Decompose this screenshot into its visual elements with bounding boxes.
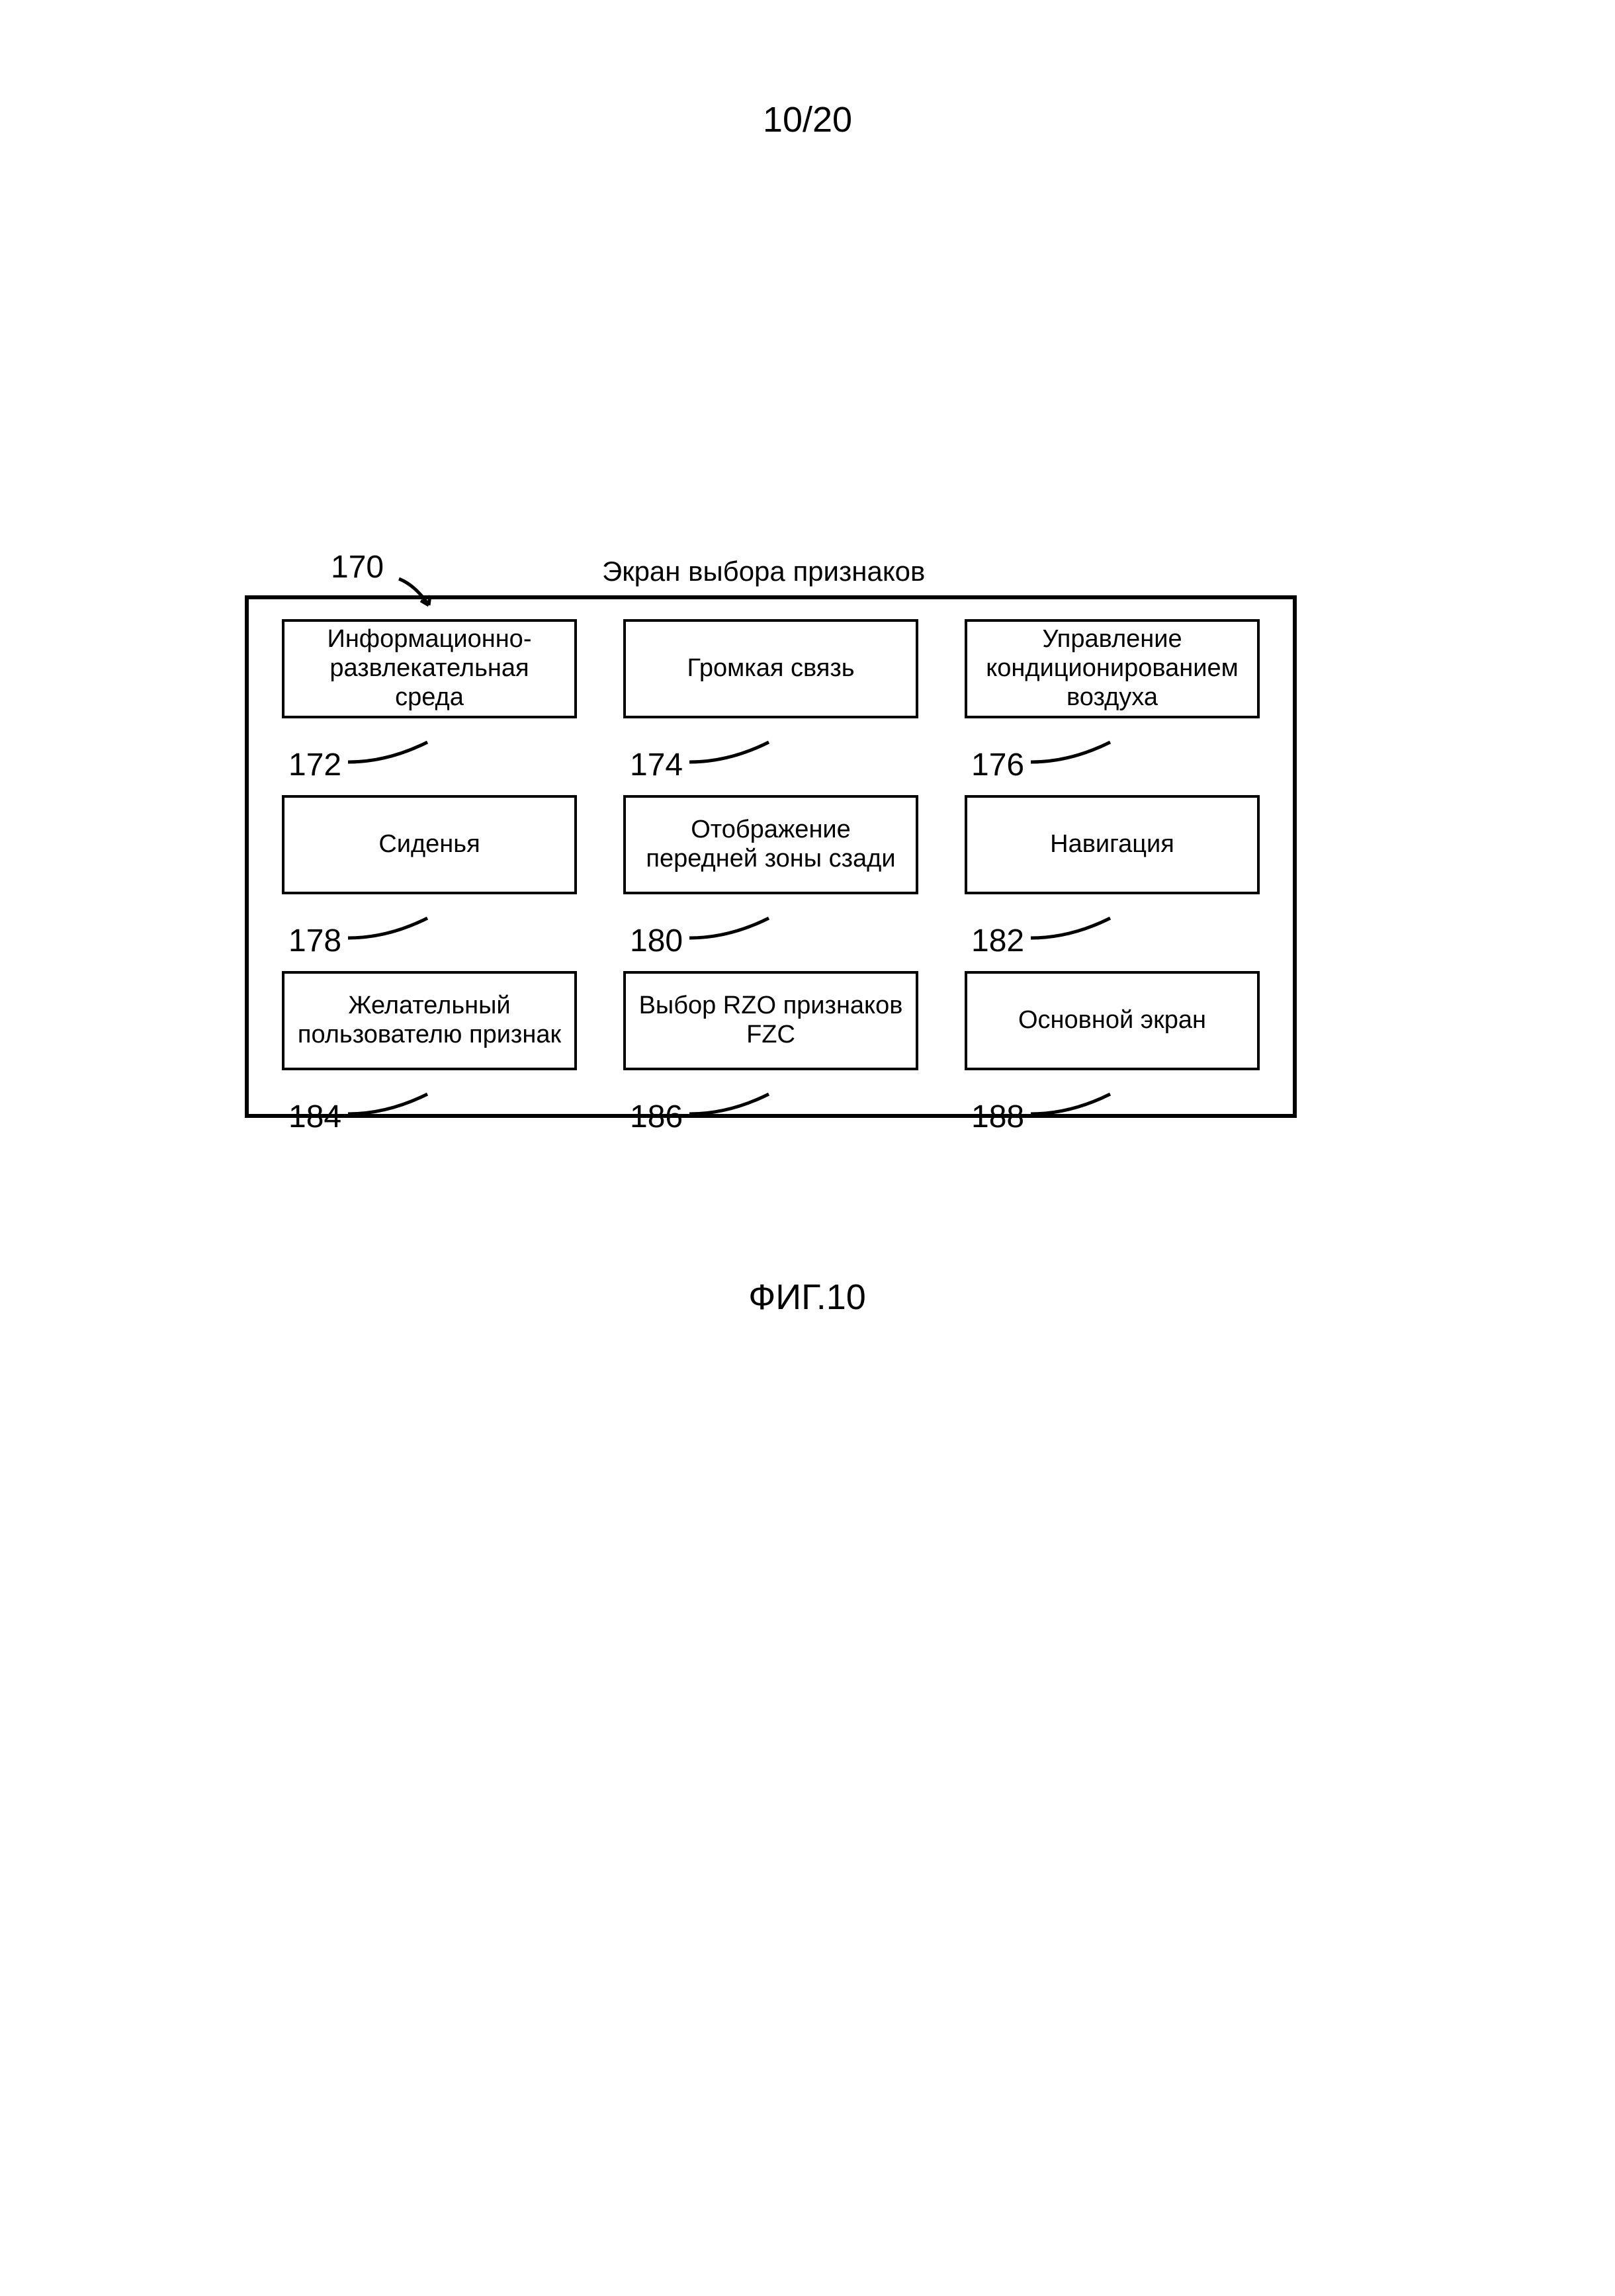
screen-title: Экран выбора признаков — [602, 556, 925, 587]
ref-186: 186 — [630, 1099, 683, 1135]
cell-seats: Сиденья 178 — [282, 795, 577, 918]
lead-line-icon — [348, 739, 434, 765]
box-seats[interactable]: Сиденья — [282, 795, 577, 894]
main-ref-label: 170 — [331, 549, 384, 585]
cell-climate: Управление кондиционированием воздуха 17… — [965, 619, 1260, 742]
lead-line-icon — [689, 915, 775, 941]
box-rzo-fzc[interactable]: Выбор RZO признаков FZC — [623, 971, 918, 1070]
cell-user-feature: Желательный пользователю признак 184 — [282, 971, 577, 1094]
feature-grid: Информационно-развлекательная среда 172 … — [282, 619, 1260, 1094]
ref-188: 188 — [971, 1099, 1024, 1135]
cell-navigation: Навигация 182 — [965, 795, 1260, 918]
box-front-zone[interactable]: Отображение передней зоны сзади — [623, 795, 918, 894]
ref-178: 178 — [288, 923, 341, 959]
ref-172: 172 — [288, 747, 341, 783]
lead-line-icon — [348, 915, 434, 941]
box-navigation[interactable]: Навигация — [965, 795, 1260, 894]
outer-frame: Информационно-развлекательная среда 172 … — [245, 595, 1297, 1118]
box-main-screen[interactable]: Основной экран — [965, 971, 1260, 1070]
box-infotainment[interactable]: Информационно-развлекательная среда — [282, 619, 577, 718]
figure-caption: ФИГ.10 — [748, 1277, 866, 1318]
page-number: 10/20 — [763, 99, 852, 140]
ref-174: 174 — [630, 747, 683, 783]
box-speakerphone[interactable]: Громкая связь — [623, 619, 918, 718]
cell-speakerphone: Громкая связь 174 — [623, 619, 918, 742]
lead-line-icon — [1031, 915, 1117, 941]
lead-line-icon — [689, 1091, 775, 1117]
lead-line-icon — [348, 1091, 434, 1117]
figure-wrapper: 170 Экран выбора признаков Информационно… — [245, 595, 1370, 1118]
cell-infotainment: Информационно-развлекательная среда 172 — [282, 619, 577, 742]
cell-main-screen: Основной экран 188 — [965, 971, 1260, 1094]
cell-front-zone: Отображение передней зоны сзади 180 — [623, 795, 918, 918]
lead-line-icon — [689, 739, 775, 765]
lead-line-icon — [1031, 739, 1117, 765]
ref-184: 184 — [288, 1099, 341, 1135]
cell-rzo-fzc: Выбор RZO признаков FZC 186 — [623, 971, 918, 1094]
ref-180: 180 — [630, 923, 683, 959]
ref-182: 182 — [971, 923, 1024, 959]
box-climate[interactable]: Управление кондиционированием воздуха — [965, 619, 1260, 718]
ref-176: 176 — [971, 747, 1024, 783]
lead-line-icon — [1031, 1091, 1117, 1117]
box-user-feature[interactable]: Желательный пользователю признак — [282, 971, 577, 1070]
